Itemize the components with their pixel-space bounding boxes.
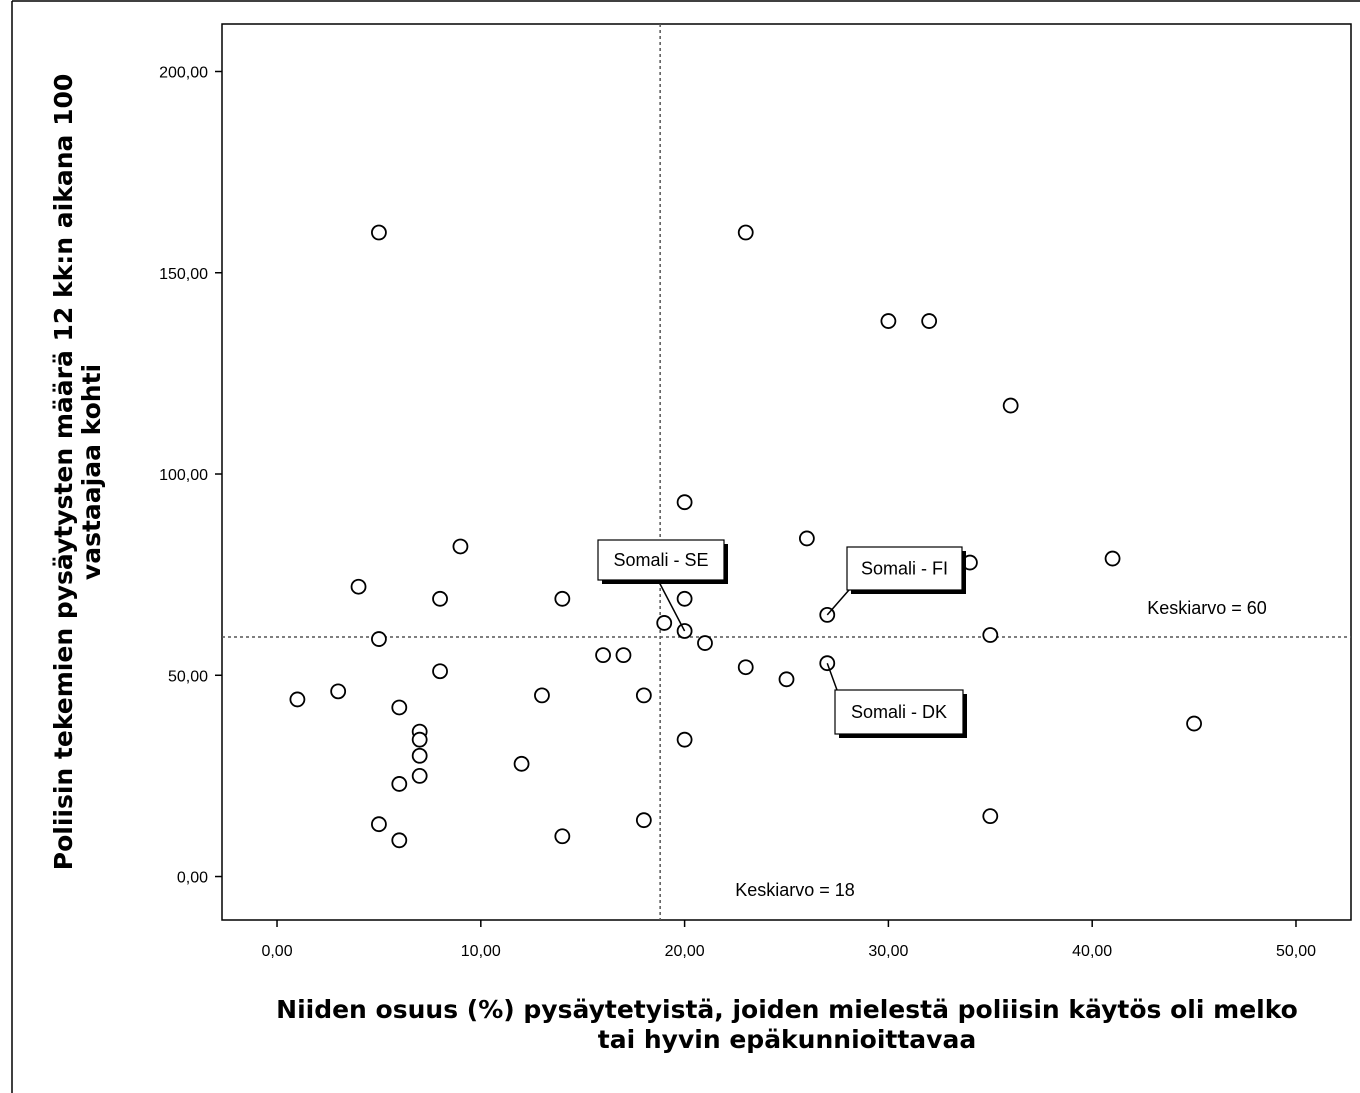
data-point <box>513 755 530 772</box>
callout-leader <box>657 579 686 632</box>
x-mean-label: Keskiarvo = 18 <box>735 880 855 900</box>
data-point <box>1104 550 1121 567</box>
y-tick-label: 50,00 <box>168 668 208 685</box>
data-point <box>798 530 815 547</box>
data-point <box>880 313 897 329</box>
data-point <box>432 590 448 607</box>
y-axis-title-line-1: Poliisin tekemien pysäytysten määrä 12 k… <box>49 74 78 870</box>
data-point <box>676 494 693 511</box>
data-point <box>411 747 428 764</box>
data-point <box>615 647 632 664</box>
callout-leader <box>826 589 850 616</box>
data-point <box>635 687 652 704</box>
y-tick-label: 0,00 <box>177 870 208 887</box>
data-point <box>737 224 754 241</box>
data-point <box>371 816 387 833</box>
data-point <box>676 590 693 607</box>
y-tick-label: 100,00 <box>159 467 208 484</box>
data-point <box>391 832 408 849</box>
callout-label: Somali - FI <box>861 559 948 579</box>
data-point <box>921 313 938 329</box>
callout-box <box>846 546 963 591</box>
y-axis-title-line-2: vastaajaa kohti <box>77 364 106 580</box>
plot-frame <box>221 23 1352 921</box>
data-point <box>350 578 367 595</box>
data-point <box>656 615 673 631</box>
x-tick-label: 20,00 <box>665 943 705 960</box>
data-point <box>635 812 652 829</box>
data-point <box>371 224 387 241</box>
data-point <box>371 631 387 647</box>
data-point <box>676 731 693 748</box>
y-mean-label: Keskiarvo = 60 <box>1147 598 1267 618</box>
data-point <box>391 776 408 792</box>
data-point <box>982 808 999 825</box>
data-point <box>982 627 999 643</box>
data-point <box>1002 397 1019 414</box>
data-point <box>697 635 713 651</box>
data-point <box>554 828 571 845</box>
data-point <box>330 683 347 700</box>
data-point <box>411 767 428 784</box>
x-axis-title-line-2: tai hyvin epäkunnioittavaa <box>598 1025 976 1054</box>
data-point <box>595 647 611 664</box>
x-tick-label: 50,00 <box>1276 943 1316 960</box>
data-point <box>411 731 428 748</box>
data-point <box>391 699 408 716</box>
x-axis-title-line-1: Niiden osuus (%) pysäytetyistä, joiden m… <box>276 995 1298 1024</box>
data-point <box>1186 715 1202 732</box>
data-point <box>778 671 795 688</box>
y-tick-label: 200,00 <box>159 64 208 81</box>
x-tick-label: 10,00 <box>461 943 501 960</box>
callout-box <box>597 539 725 581</box>
x-tick-label: 0,00 <box>261 943 292 960</box>
y-tick-label: 150,00 <box>159 266 208 283</box>
data-point <box>289 691 306 708</box>
data-point <box>534 687 550 704</box>
data-point <box>452 538 469 555</box>
callout-box <box>834 689 964 735</box>
x-tick-label: 30,00 <box>868 943 908 960</box>
callout-leader <box>826 662 838 691</box>
data-point <box>432 663 448 680</box>
data-point <box>554 590 571 607</box>
x-tick-label: 40,00 <box>1072 943 1112 960</box>
callout-label: Somali - DK <box>851 702 947 722</box>
data-point <box>737 659 754 676</box>
callout-label: Somali - SE <box>613 550 708 570</box>
